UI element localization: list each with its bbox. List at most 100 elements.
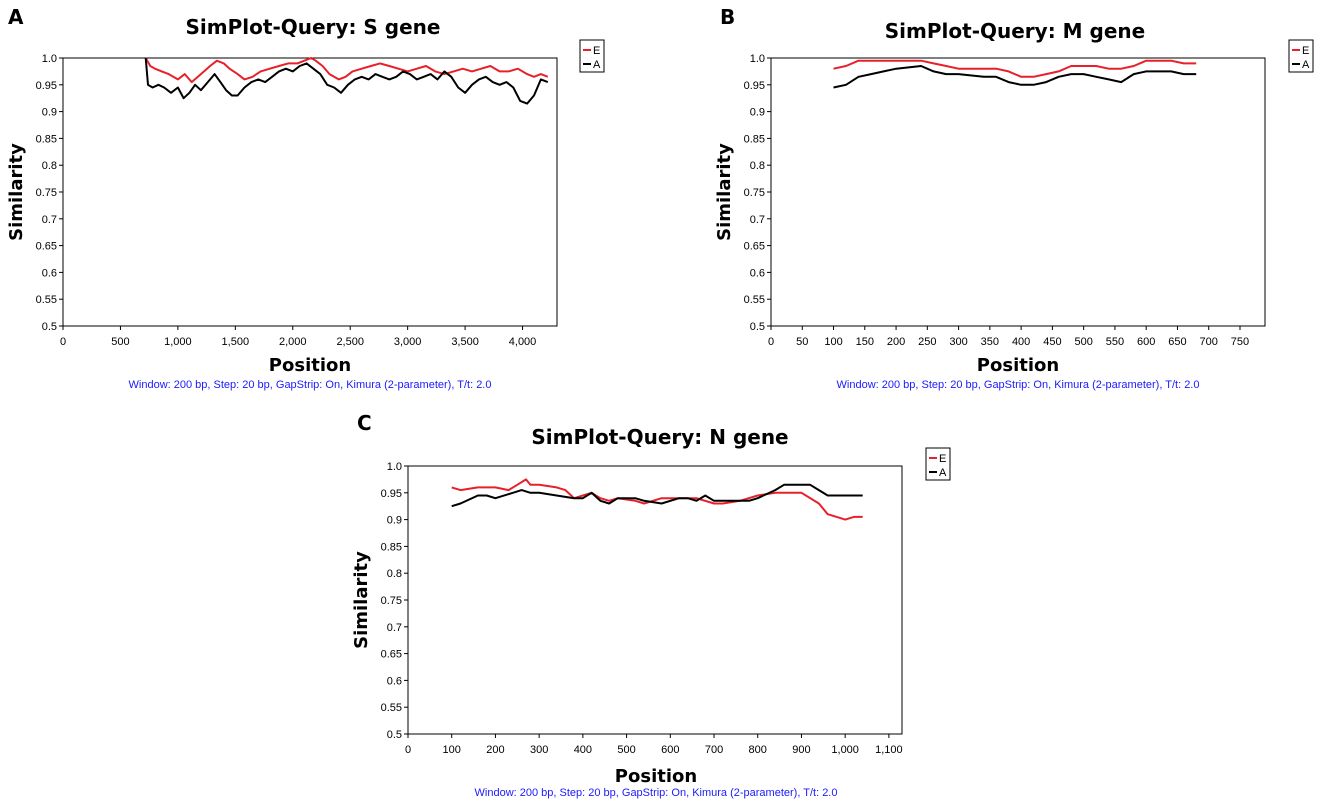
y-tick-label: 0.6: [387, 675, 402, 687]
x-tick-label: 50: [796, 336, 808, 348]
chart-title: SimPlot-Query: M gene: [885, 19, 1145, 43]
y-tick-label: 0.95: [36, 80, 57, 92]
y-tick-label: 0.7: [42, 214, 57, 226]
y-tick-label: 0.7: [750, 214, 765, 226]
series-line-e: [451, 478, 863, 521]
x-tick-label: 750: [1231, 336, 1249, 348]
series-line-a: [833, 65, 1197, 89]
x-tick-label: 2,500: [336, 336, 364, 348]
legend-label-a: A: [1302, 59, 1310, 71]
y-tick-label: 0.8: [387, 568, 402, 580]
y-tick-label: 0.55: [36, 294, 57, 306]
legend: EA: [1288, 39, 1314, 73]
y-tick-label: 0.8: [42, 160, 57, 172]
y-tick-label: 0.85: [36, 133, 57, 145]
legend-label-e: E: [1302, 45, 1309, 57]
x-tick-label: 500: [617, 744, 635, 756]
y-tick-label: 0.5: [750, 321, 765, 333]
x-tick-label: 1,000: [831, 744, 859, 756]
legend-box: [925, 447, 951, 481]
y-axis-label: Similarity: [6, 143, 27, 241]
x-tick-label: 2,000: [279, 336, 307, 348]
y-tick-label: 0.6: [750, 267, 765, 279]
y-tick-label: 0.75: [744, 187, 765, 199]
x-tick-label: 150: [856, 336, 874, 348]
x-tick-label: 500: [111, 336, 129, 348]
x-axis-label: Position: [615, 766, 697, 787]
chart-panel-b: B SimPlot-Query: M gene 0.5 0.55 0.6 0.65 0.7 0…: [714, 5, 1314, 391]
chart-panel-c: C SimPlot-Query: N gene 0.5 0.55 0.6 0.65 0.7 0…: [351, 411, 951, 799]
x-tick-label: 600: [1137, 336, 1155, 348]
x-tick-label: 1,100: [875, 744, 903, 756]
settings-caption: Window: 200 bp, Step: 20 bp, GapStrip: O…: [837, 379, 1200, 391]
x-tick-label: 700: [1200, 336, 1218, 348]
x-tick-label: 200: [887, 336, 905, 348]
chart-panel-a: A SimPlot-Query: S gene 0.5 0.55 0.6 0.65 0.7 0…: [6, 5, 605, 391]
x-tick-label: 900: [792, 744, 810, 756]
x-tick-label: 400: [1012, 336, 1030, 348]
x-tick-label: 1,000: [164, 336, 192, 348]
x-tick-label: 3,000: [394, 336, 422, 348]
x-tick-label: 250: [918, 336, 936, 348]
y-tick-label: 0.6: [42, 267, 57, 279]
panel-label: B: [720, 5, 735, 29]
x-tick-label: 350: [981, 336, 999, 348]
y-axis-label: Similarity: [714, 143, 735, 241]
y-tick-label: 0.9: [387, 515, 402, 527]
x-tick-label: 100: [824, 336, 842, 348]
plot-frame: [407, 465, 903, 735]
legend-box: [1288, 39, 1314, 73]
y-tick-label: 0.65: [381, 649, 402, 661]
x-tick-label: 0: [405, 744, 411, 756]
panel-label: A: [8, 5, 24, 29]
y-tick-label: 0.95: [381, 488, 402, 500]
x-tick-label: 3,500: [451, 336, 479, 348]
y-tick-label: 0.95: [744, 80, 765, 92]
x-tick-label: 650: [1168, 336, 1186, 348]
x-tick-label: 100: [443, 744, 461, 756]
legend-box: [579, 39, 605, 73]
legend-label-a: A: [593, 59, 601, 71]
series-line-e: [144, 57, 549, 84]
panel-label: C: [357, 411, 372, 435]
y-tick-label: 0.9: [42, 107, 57, 119]
x-tick-label: 500: [1074, 336, 1092, 348]
y-tick-label: 0.85: [381, 541, 402, 553]
x-tick-label: 450: [1043, 336, 1061, 348]
y-tick-label: 1.0: [387, 461, 402, 473]
y-tick-label: 0.65: [36, 241, 57, 253]
x-tick-label: 800: [749, 744, 767, 756]
y-tick-label: 1.0: [750, 53, 765, 65]
x-tick-label: 300: [530, 744, 548, 756]
series-line-e: [833, 59, 1197, 78]
y-tick-label: 0.5: [42, 321, 57, 333]
y-axis-label: Similarity: [351, 551, 372, 649]
settings-caption: Window: 200 bp, Step: 20 bp, GapStrip: O…: [475, 787, 838, 799]
x-tick-label: 0: [60, 336, 66, 348]
x-tick-label: 700: [705, 744, 723, 756]
x-tick-label: 600: [661, 744, 679, 756]
legend-label-a: A: [939, 467, 947, 479]
y-tick-label: 0.9: [750, 107, 765, 119]
y-tick-label: 0.85: [744, 133, 765, 145]
x-tick-label: 300: [949, 336, 967, 348]
y-tick-label: 0.5: [387, 729, 402, 741]
x-tick-label: 550: [1106, 336, 1124, 348]
y-tick-label: 0.65: [744, 241, 765, 253]
y-tick-label: 0.55: [744, 294, 765, 306]
plot-frame: [770, 57, 1266, 327]
y-tick-label: 0.75: [36, 187, 57, 199]
x-tick-label: 1,500: [222, 336, 250, 348]
chart-title: SimPlot-Query: N gene: [531, 425, 788, 449]
chart-title: SimPlot-Query: S gene: [186, 15, 441, 39]
legend-label-e: E: [939, 453, 946, 465]
legend-label-e: E: [593, 45, 600, 57]
x-tick-label: 0: [768, 336, 774, 348]
series-line-a: [144, 57, 549, 105]
x-tick-label: 200: [486, 744, 504, 756]
y-tick-label: 0.7: [387, 622, 402, 634]
x-axis-label: Position: [977, 355, 1059, 376]
y-tick-label: 1.0: [42, 53, 57, 65]
y-tick-label: 0.75: [381, 595, 402, 607]
